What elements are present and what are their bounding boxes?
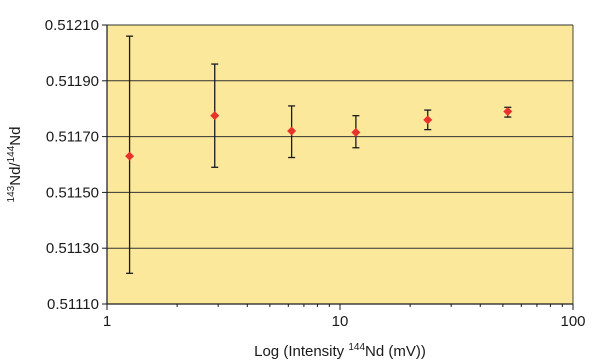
x-tick-label-1: 10 [332,313,349,330]
data-point-2 [287,126,297,136]
y-tick-label-2: 0.51150 [46,184,99,201]
x-axis-title: Log (Intensity 144Nd (mV)) [254,342,426,360]
data-point-1 [210,111,220,121]
data-point-3 [351,127,361,137]
y-tick-label-3: 0.51170 [46,129,99,146]
y-axis-title: 143Nd/144Nd [6,127,24,203]
y-tick-label-1: 0.51130 [46,240,99,257]
y-tick-label-0: 0.51110 [47,296,99,313]
data-points [125,106,513,161]
data-point-4 [423,115,433,125]
gridlines [107,24,573,249]
tick-labels: 0.51110 0.51130 0.51150 0.51170 0.51190 0.512… [45,17,586,330]
plot-area [107,25,573,304]
data-point-5 [503,106,513,116]
y-tick-label-5: 0.51210 [45,17,99,34]
data-point-0 [125,151,135,161]
axes [102,24,574,310]
y-tick-label-4: 0.51190 [46,73,99,90]
x-tick-label-2: 100 [560,313,585,330]
x-tick-label-0: 1 [103,313,111,330]
